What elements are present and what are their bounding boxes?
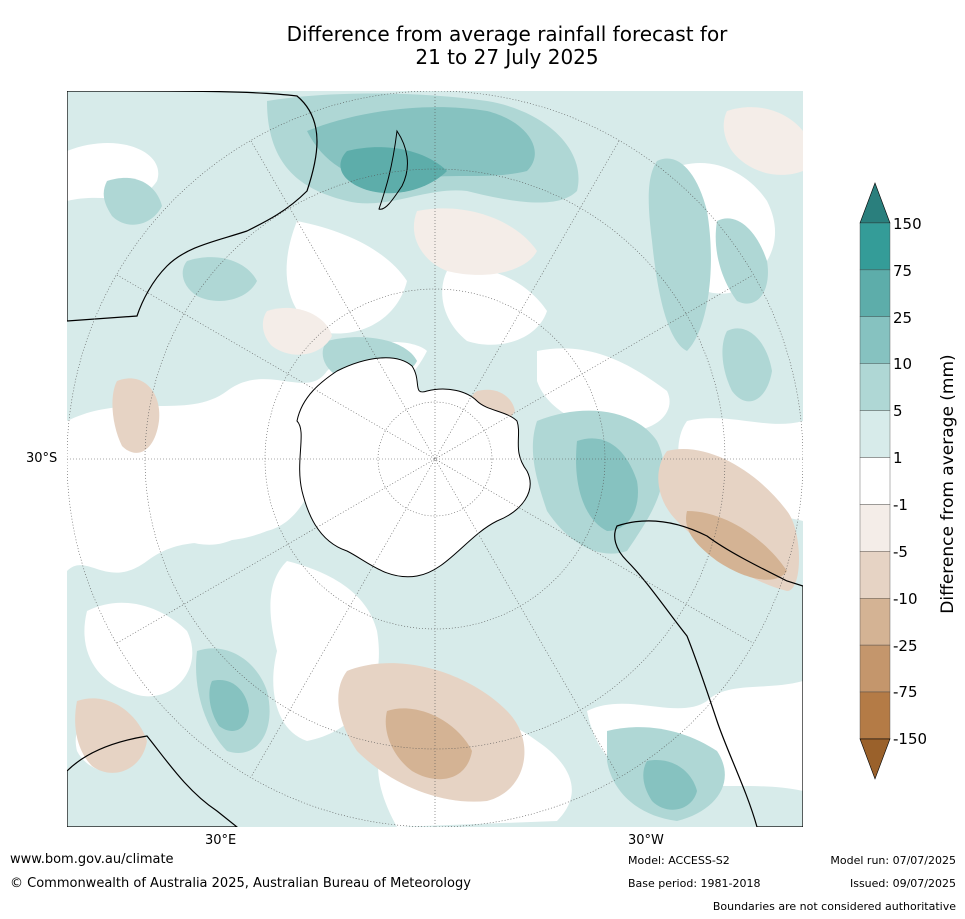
- australia-landmass: [67, 91, 318, 322]
- colorbar-band: [859, 316, 891, 364]
- map-title-line2: 21 to 27 July 2025: [415, 45, 599, 69]
- colorbar-tick: -75: [893, 683, 918, 701]
- model-text: Model: ACCESS-S2: [628, 854, 730, 867]
- copyright-text: © Commonwealth of Australia 2025, Austra…: [10, 876, 471, 891]
- colorbar-tick: 10: [893, 355, 913, 373]
- model-run-text: Model run: 07/07/2025: [830, 854, 956, 867]
- south-america-landmass: [614, 520, 803, 827]
- colorbar-band: [859, 363, 891, 411]
- colorbar-band: [859, 222, 891, 271]
- wetter-than-average-regions: [103, 93, 772, 821]
- colorbar-tick: -10: [893, 590, 918, 608]
- colorbar-band: [859, 504, 891, 552]
- rainfall-anomaly-map: [67, 91, 803, 827]
- colorbar-tick: 150: [893, 215, 922, 233]
- antarctica-landmass: [296, 357, 531, 578]
- graticule: [67, 91, 803, 827]
- lon-label-30w: 30°W: [628, 833, 664, 848]
- map-title-line1: Difference from average rainfall forecas…: [286, 22, 728, 46]
- colorbar-band: [859, 410, 891, 458]
- colorbar-band: [859, 551, 891, 599]
- colorbar-tick: 25: [893, 309, 913, 327]
- colorbar-extend-high: [859, 182, 891, 224]
- colorbar: [859, 182, 891, 780]
- colorbar-tick: 75: [893, 262, 913, 280]
- new-zealand-landmass: [378, 129, 408, 210]
- drier-than-average-regions: [75, 107, 803, 802]
- website-link[interactable]: www.bom.gov.au/climate: [10, 852, 174, 867]
- colorbar-band: [859, 457, 891, 505]
- colorbar-band: [859, 598, 891, 646]
- disclaimer-text: Boundaries are not considered authoritat…: [712, 900, 956, 913]
- colorbar-band: [859, 691, 891, 740]
- issued-text: Issued: 09/07/2025: [849, 877, 956, 890]
- colorbar-tick: -25: [893, 637, 918, 655]
- lon-label-30e: 30°E: [205, 833, 237, 848]
- colorbar-extend-low: [859, 738, 891, 780]
- base-period-text: Base period: 1981-2018: [628, 877, 761, 890]
- colorbar-label: Difference from average (mm): [938, 354, 958, 614]
- colorbar-band: [859, 269, 891, 318]
- colorbar-tick: 1: [893, 449, 903, 467]
- colorbar-tick: -150: [893, 730, 928, 748]
- colorbar-tick: 5: [893, 402, 903, 420]
- africa-landmass: [67, 735, 238, 827]
- colorbar-tick: -1: [893, 496, 908, 514]
- colorbar-band: [859, 644, 891, 693]
- lat-label-30s: 30°S: [26, 451, 58, 466]
- colorbar-tick: -5: [893, 543, 908, 561]
